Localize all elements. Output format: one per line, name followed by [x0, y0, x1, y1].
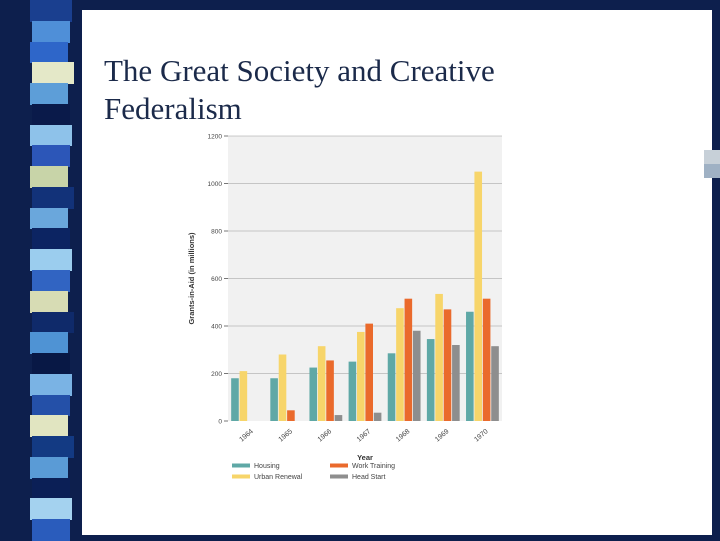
stripe-segment [32, 353, 70, 375]
decorative-stripe-bar [30, 0, 74, 541]
bar [231, 378, 239, 421]
stripe-segment [30, 41, 68, 64]
bar [334, 415, 343, 421]
bar [396, 308, 404, 421]
x-tick-label: 1968 [395, 428, 412, 443]
legend-swatch [232, 463, 250, 468]
stripe-segment [32, 62, 74, 85]
y-axis-label: Grants-in-Aid (in millions) [187, 232, 196, 325]
stripe-segment [32, 20, 70, 43]
y-tick-label: 1000 [208, 181, 223, 188]
stripe-segment [30, 207, 68, 230]
bar [373, 412, 382, 421]
bar [309, 367, 318, 421]
stripe-segment [32, 311, 74, 334]
stripe-segment [30, 290, 68, 313]
bar [412, 330, 421, 421]
legend-label: Head Start [352, 474, 386, 481]
stripe-segment [30, 166, 68, 188]
stripe-segment [32, 186, 74, 209]
legend-label: Urban Renewal [254, 474, 303, 481]
bar [365, 323, 373, 421]
x-tick-label: 1970 [473, 428, 490, 443]
x-tick-label: 1966 [317, 428, 334, 443]
stripe-segment [30, 83, 68, 105]
y-tick-label: 200 [211, 371, 222, 378]
bar [466, 311, 474, 421]
stripe-segment [32, 394, 70, 417]
bar [278, 354, 287, 421]
slide-title: The Great Society and Creative Federalis… [104, 52, 574, 128]
legend-swatch [232, 474, 250, 479]
stripe-segment [30, 373, 72, 396]
bar [435, 293, 443, 421]
legend-label: Work Training [352, 463, 395, 470]
bar [326, 360, 334, 421]
bar [404, 298, 413, 421]
slide-title-line-2: Federalism [104, 91, 242, 126]
bar [348, 361, 357, 421]
bar [426, 339, 435, 421]
stripe-segment [32, 103, 70, 126]
stripe-segment [30, 498, 72, 521]
y-tick-label: 600 [211, 276, 222, 283]
stripe-segment [32, 519, 70, 541]
stripe-segment [30, 456, 68, 479]
stripe-segment [32, 477, 70, 500]
x-tick-label: 1965 [278, 428, 295, 443]
bar [443, 309, 452, 421]
slide-title-line-1: The Great Society and Creative [104, 53, 495, 88]
decorative-right-stripe [704, 150, 720, 178]
bar [491, 346, 499, 421]
y-tick-label: 0 [218, 419, 222, 426]
stripe-segment [32, 145, 70, 168]
bar [270, 378, 278, 421]
legend-label: Housing [254, 463, 280, 470]
y-tick-label: 400 [211, 324, 222, 331]
stripe-segment [32, 436, 74, 458]
legend-swatch [330, 463, 348, 468]
stripe-segment [30, 332, 68, 355]
stripe-segment [704, 150, 720, 164]
grants-bar-chart: 0 200 400 600 800 1000 1200 1964 1965 1966 1967 196… [187, 134, 502, 481]
bar [357, 331, 365, 421]
legend-swatch [330, 474, 348, 479]
bar [452, 345, 460, 421]
bar [482, 298, 491, 421]
stripe-segment [30, 0, 72, 22]
stripe-segment [32, 228, 70, 251]
x-tick-label: 1964 [238, 428, 255, 443]
stripe-segment [30, 415, 68, 438]
bar [474, 171, 483, 421]
y-tick-label: 1200 [208, 134, 223, 141]
bar [317, 346, 326, 421]
stripe-segment [30, 249, 72, 271]
x-tick-label: 1969 [434, 428, 451, 443]
stripe-segment [32, 270, 70, 292]
x-axis-label: Year [357, 453, 373, 462]
stripe-segment [30, 124, 72, 147]
stripe-segment [704, 164, 720, 178]
bar [387, 353, 396, 421]
bar [287, 410, 295, 421]
x-tick-label: 1967 [356, 428, 373, 443]
bar [239, 371, 248, 421]
y-tick-label: 800 [211, 229, 222, 236]
